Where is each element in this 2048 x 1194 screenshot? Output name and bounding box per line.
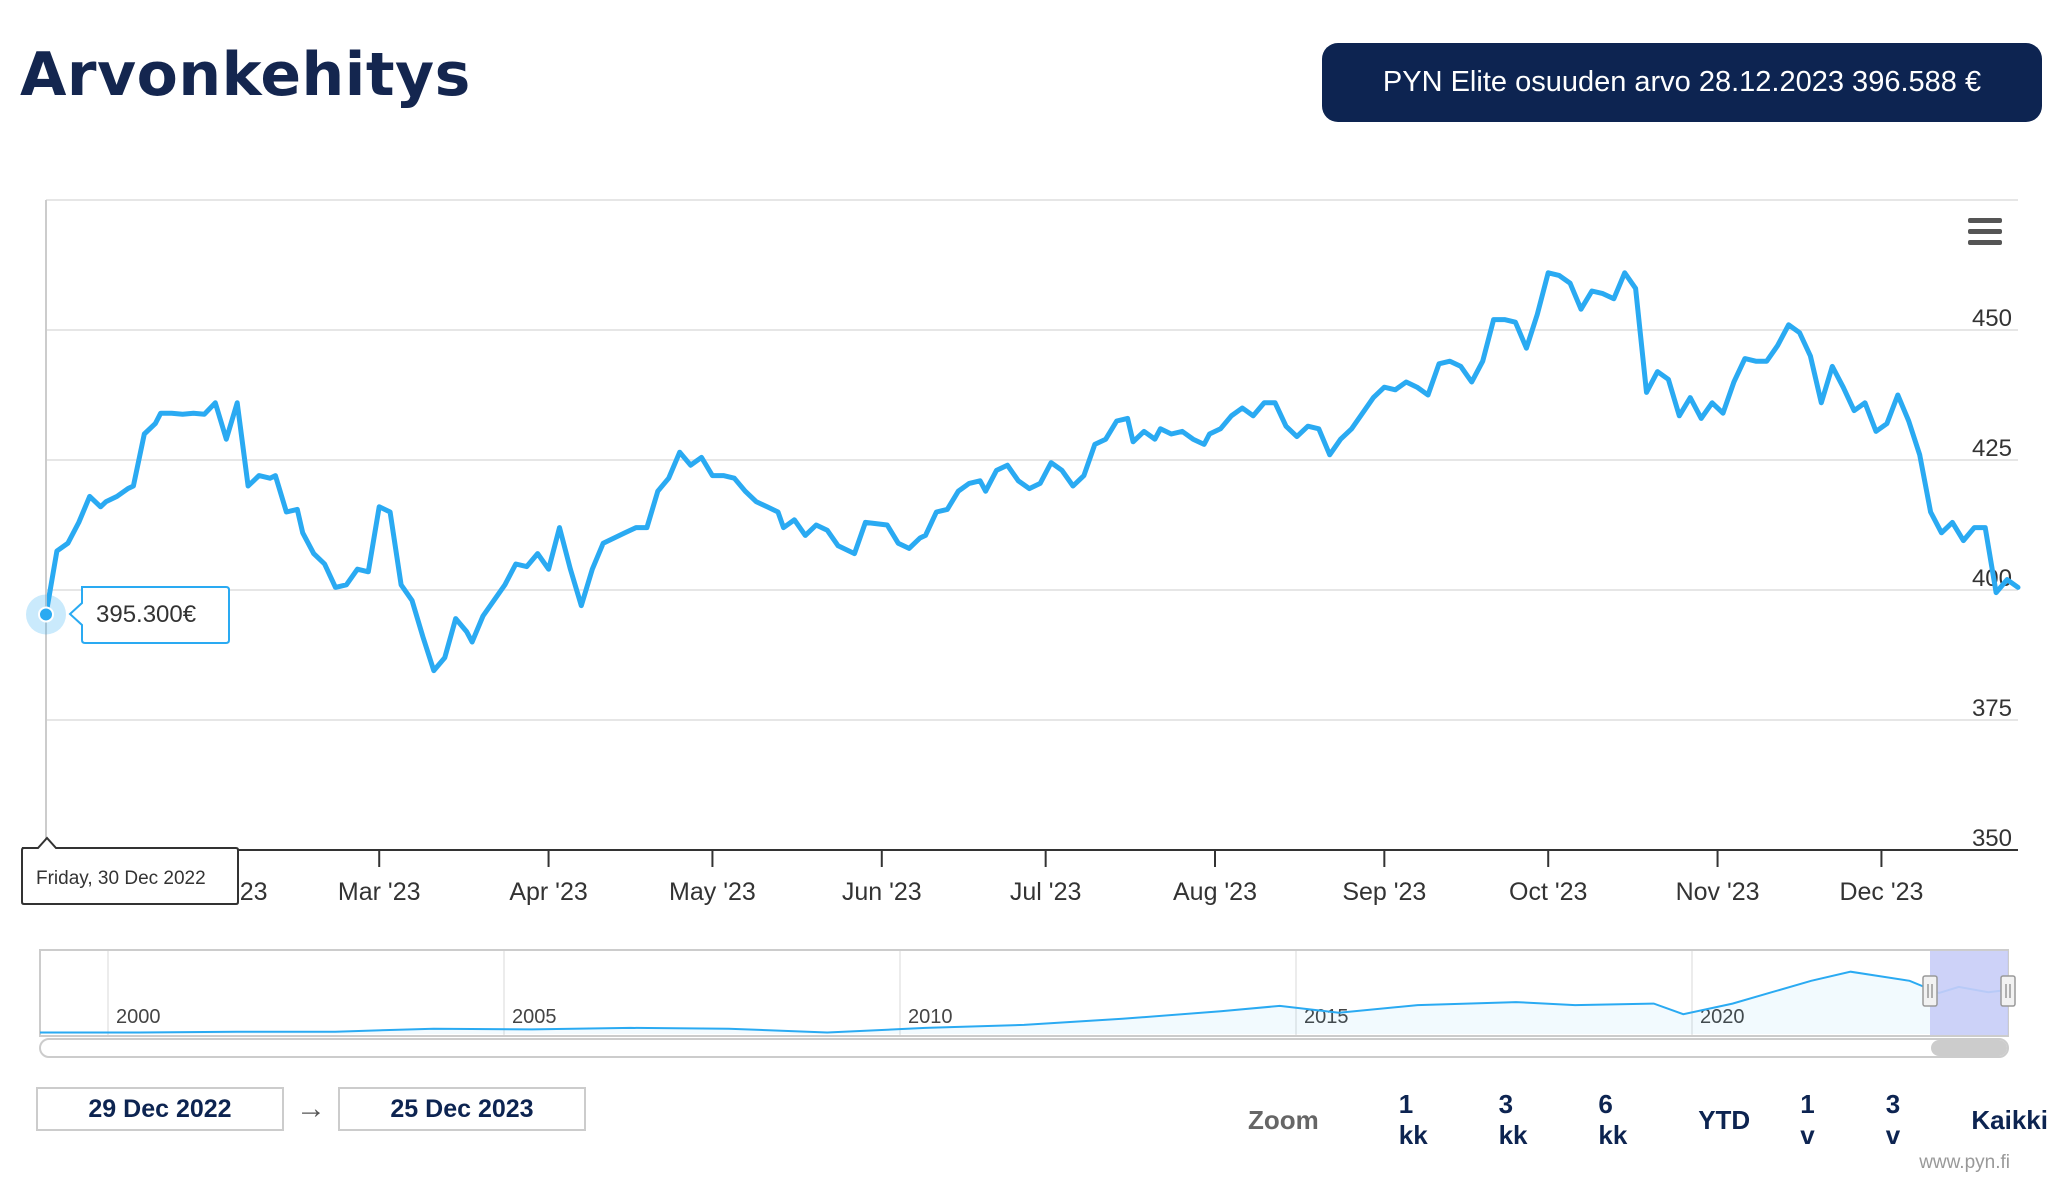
zoom-1v-button[interactable]: 1 v [1800, 1089, 1815, 1150]
x-tick-label: May '23 [669, 878, 756, 906]
x-tick-label: Dec '23 [1839, 878, 1923, 906]
tooltip-value: 395.300€ [96, 601, 197, 628]
navigator-handle-right[interactable] [2000, 975, 2016, 1007]
range-to-input[interactable]: 25 Dec 2023 [338, 1087, 586, 1131]
zoom-3kk-button[interactable]: 3 kk [1498, 1089, 1528, 1150]
x-tick-label: Jun '23 [842, 878, 922, 906]
navigator-grid: 2000 2005 2010 2015 2020 [107, 951, 1745, 1035]
zoom-kaikki-button[interactable]: Kaikki [1971, 1104, 2048, 1135]
navigator-line [40, 970, 2009, 1034]
source-credit: www.pyn.fi [1919, 1152, 2010, 1173]
x-tick-label: Sep '23 [1342, 878, 1426, 906]
navigator-year-label: 2010 [908, 1006, 953, 1028]
zoom-6kk-button[interactable]: 6 kk [1598, 1089, 1628, 1150]
y-tick-label: 425 [1972, 435, 2012, 462]
y-tick-label: 350 [1972, 825, 2012, 852]
navigator-scrollbar-track[interactable] [39, 1038, 2009, 1058]
zoom-bar: Zoom 1 kk 3 kk 6 kk YTD 1 v 3 v Kaikki [1248, 1089, 2048, 1150]
navigator-year-label: 2005 [512, 1006, 557, 1028]
chart-grid [46, 199, 2018, 721]
navigator[interactable]: 2000 2005 2010 2015 2020 [39, 949, 2016, 1058]
date-label: Friday, 30 Dec 2022 [21, 836, 239, 905]
page-title: Arvonkehitys [20, 40, 471, 110]
zoom-1kk-button[interactable]: 1 kk [1398, 1089, 1428, 1150]
series-line [43, 270, 2021, 674]
x-tick-label: Apr '23 [509, 878, 587, 906]
navigator-scrollbar-thumb[interactable] [1931, 1040, 2007, 1056]
navigator-handle-left[interactable] [1922, 975, 1938, 1007]
range-from-input[interactable]: 29 Dec 2022 [36, 1087, 284, 1131]
range-arrow-icon: → [296, 1092, 326, 1125]
navigator-year-label: 2020 [1700, 1006, 1745, 1028]
zoom-ytd-button[interactable]: YTD [1698, 1104, 1751, 1135]
x-tick-label: Oct '23 [1509, 878, 1587, 906]
navigator-selection[interactable] [1930, 951, 2008, 1035]
y-tick-label: 450 [1972, 305, 2012, 332]
hamburger-menu-icon[interactable] [1968, 218, 2002, 245]
hover-point [38, 606, 54, 623]
x-tick-label: Nov '23 [1676, 878, 1760, 906]
navigator-year-label: 2015 [1304, 1006, 1349, 1028]
y-tick-label: 375 [1972, 695, 2012, 722]
navigator-area [40, 971, 2008, 1034]
navigator-year-label: 2000 [116, 1006, 161, 1028]
zoom-label: Zoom [1248, 1104, 1319, 1135]
zoom-3v-button[interactable]: 3 v [1885, 1089, 1901, 1150]
date-label-text: Friday, 30 Dec 2022 [36, 868, 206, 889]
x-tick-label: Mar '23 [338, 878, 421, 906]
value-tooltip: 395.300€ [68, 586, 230, 644]
x-tick-label: Jul '23 [1010, 878, 1081, 906]
value-banner: PYN Elite osuuden arvo 28.12.2023 396.58… [1322, 43, 2042, 122]
x-tick-label: Aug '23 [1173, 878, 1257, 906]
